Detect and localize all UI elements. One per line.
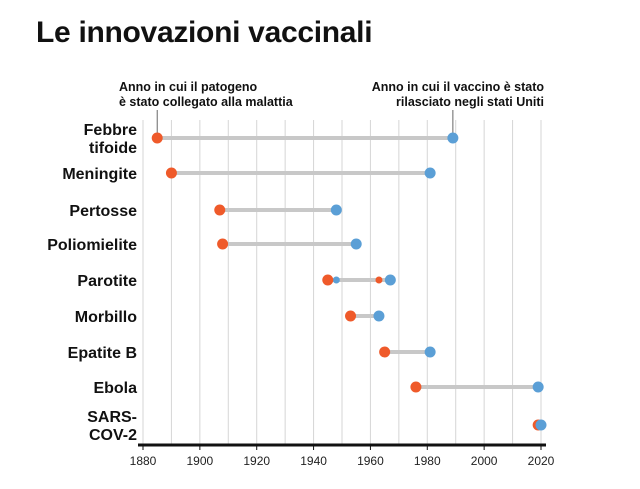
pathogen-dot [410, 381, 422, 393]
x-tick-label: 2000 [471, 454, 498, 468]
pathogen-dot [322, 274, 334, 286]
x-tick-label: 1940 [300, 454, 327, 468]
pathogen-dot-small [375, 276, 383, 284]
x-tick-label: 1980 [414, 454, 441, 468]
pathogen-dot [217, 238, 229, 250]
x-tick-label: 1920 [243, 454, 270, 468]
vaccine-dot [350, 238, 362, 250]
x-tick-label: 1880 [130, 454, 157, 468]
annotation-vaccine-year: Anno in cui il vaccino è stato rilasciato… [371, 80, 544, 109]
x-tick-label: 2020 [528, 454, 555, 468]
vaccine-dot [373, 310, 385, 322]
row-label: Morbillo [75, 309, 137, 326]
vaccine-dot [532, 381, 544, 393]
row-label: Meningite [62, 166, 137, 183]
row-label: Epatite B [68, 345, 137, 362]
x-tick-label: 1960 [357, 454, 384, 468]
vaccine-dot [330, 204, 342, 216]
row-label: Pertosse [69, 203, 137, 220]
vaccine-dot [447, 132, 459, 144]
chart-title: Le innovazioni vaccinali [36, 16, 373, 49]
row-label: Poliomielite [47, 237, 137, 254]
pathogen-dot [165, 167, 177, 179]
row-label: Ebola [93, 380, 137, 397]
pathogen-dot [214, 204, 226, 216]
annotation-pathogen-year: Anno in cui il patogeno è stato collegato… [119, 80, 293, 109]
pathogen-dot [379, 346, 391, 358]
vaccine-dot [424, 167, 436, 179]
pathogen-dot [151, 132, 163, 144]
vaccine-dot [424, 346, 436, 358]
row-label: Febbre tifoide [84, 122, 137, 157]
x-tick-label: 1900 [187, 454, 214, 468]
vaccine-dot [535, 419, 547, 431]
row-label: SARS-COV-2 [87, 409, 137, 444]
vaccine-dot [384, 274, 396, 286]
row-label: Parotite [77, 273, 137, 290]
vaccine-dot-small [332, 276, 340, 284]
pathogen-dot [345, 310, 357, 322]
